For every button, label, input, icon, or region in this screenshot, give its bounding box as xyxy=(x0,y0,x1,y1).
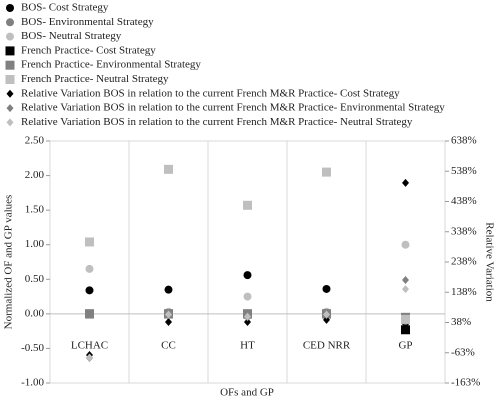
y2-axis-title: Relative Variation xyxy=(483,222,495,302)
point xyxy=(244,312,251,321)
y2-tick-label: 38% xyxy=(451,316,471,328)
point xyxy=(85,237,94,247)
x-tick-label: LCHAC xyxy=(71,339,108,351)
y2-tick-label: 238% xyxy=(451,256,477,268)
point xyxy=(401,240,410,249)
legend-label: BOS- Neutral Strategy xyxy=(21,30,122,42)
point xyxy=(243,292,252,301)
y-axis-title: Normalized OF and GP values xyxy=(3,195,15,330)
legend-label: Relative Variation BOS in relation to th… xyxy=(21,116,413,128)
legend-marker xyxy=(6,18,14,27)
point xyxy=(243,200,252,210)
legend-marker xyxy=(6,32,14,41)
point xyxy=(164,164,173,174)
y2-tick-label: 538% xyxy=(451,165,477,177)
point xyxy=(323,310,330,319)
legend-label: BOS- Cost Strategy xyxy=(21,2,109,14)
point xyxy=(402,285,409,294)
x-tick-label: CC xyxy=(161,339,176,351)
point xyxy=(323,315,330,324)
point xyxy=(86,353,93,362)
point xyxy=(322,284,331,293)
legend-label: Relative Variation BOS in relation to th… xyxy=(21,102,445,114)
point xyxy=(165,318,172,327)
y-tick-label: 2.00 xyxy=(25,169,45,181)
x-tick-label: CED NRR xyxy=(303,339,351,351)
y-tick-label: 2.50 xyxy=(25,135,45,147)
point xyxy=(402,178,409,187)
x-tick-label: GP xyxy=(398,339,412,351)
y-tick-label: -1.00 xyxy=(21,377,44,389)
legend-label: Relative Variation BOS in relation to th… xyxy=(21,87,400,99)
point xyxy=(401,325,410,335)
point xyxy=(244,318,251,327)
y2-tick-label: 338% xyxy=(451,225,477,237)
point xyxy=(85,286,94,295)
y-tick-label: 0.50 xyxy=(25,273,45,285)
legend-label: French Practice- Neutral Strategy xyxy=(21,73,169,85)
legend-label: French Practice- Environmental Strategy xyxy=(21,59,201,71)
x-axis-title: OFs and GP xyxy=(220,387,274,399)
y-tick-label: 0.00 xyxy=(25,307,45,319)
y-tick-label: -0.50 xyxy=(21,342,44,354)
legend-label: BOS- Environmental Strategy xyxy=(21,16,154,28)
y-tick-label: 1.00 xyxy=(25,238,45,250)
legend-marker xyxy=(6,4,14,12)
y2-tick-label: 638% xyxy=(451,135,477,147)
point xyxy=(85,264,94,273)
point xyxy=(401,314,410,324)
y2-tick-label: -163% xyxy=(451,377,480,389)
x-tick-label: HT xyxy=(240,339,255,351)
y2-tick-label: 438% xyxy=(451,195,477,207)
legend-label: French Practice- Cost Strategy xyxy=(21,44,156,56)
legend-marker xyxy=(6,89,14,98)
point xyxy=(243,271,252,280)
y2-tick-label: -63% xyxy=(451,346,475,358)
legend-marker xyxy=(6,118,14,127)
legend-marker xyxy=(5,75,15,84)
point xyxy=(164,285,173,294)
y-tick-label: 1.50 xyxy=(25,204,45,216)
y2-tick-label: 138% xyxy=(451,286,477,298)
point xyxy=(85,309,94,319)
point xyxy=(165,310,172,319)
legend-marker xyxy=(5,60,15,70)
point xyxy=(402,275,409,284)
legend-marker xyxy=(5,46,15,56)
point xyxy=(322,167,331,177)
legend-marker xyxy=(6,104,14,113)
